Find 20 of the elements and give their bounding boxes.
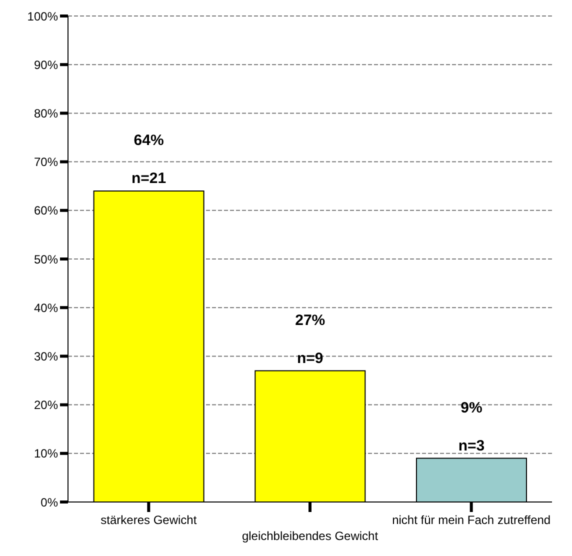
y-tick-label: 0%: [40, 495, 58, 510]
data-label: 64%: [134, 132, 164, 149]
y-tick-label: 100%: [27, 9, 58, 24]
y-tick-label: 90%: [34, 58, 58, 72]
annotation: n=9: [297, 350, 324, 367]
y-tick-label: 70%: [34, 155, 58, 170]
data-label: 27%: [295, 312, 326, 329]
y-tick-label: 60%: [34, 204, 58, 218]
x-tick-label: gleichbleibendes Gewicht: [242, 529, 379, 543]
annotation: n=3: [458, 437, 485, 454]
y-tick-label: 50%: [34, 252, 58, 266]
data-label: 9%: [460, 399, 482, 416]
x-tick-label: stärkeres Gewicht: [100, 513, 198, 527]
y-tick-label: 20%: [34, 398, 58, 412]
y-tick-label: 10%: [34, 446, 58, 461]
y-tick-label: 30%: [34, 349, 58, 364]
x-tick-label: nicht für mein Fach zutreffend: [392, 513, 551, 527]
annotation: n=21: [132, 170, 166, 187]
y-tick-label: 40%: [34, 300, 58, 315]
y-tick-label: 80%: [34, 106, 58, 120]
